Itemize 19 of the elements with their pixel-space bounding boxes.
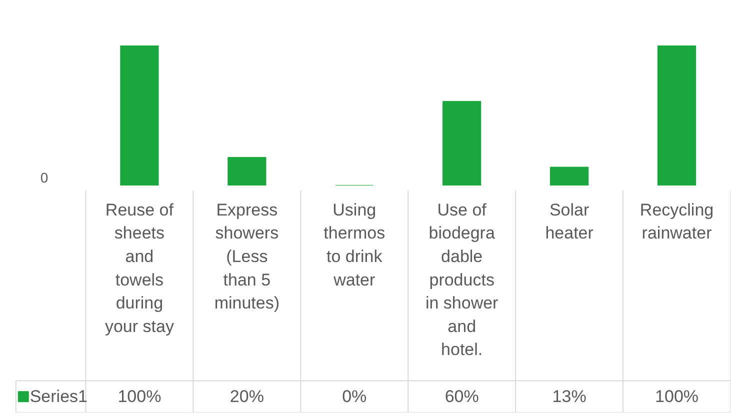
bar xyxy=(657,46,696,186)
bar xyxy=(550,166,589,186)
bar xyxy=(442,101,482,186)
data-label: 0% xyxy=(342,387,367,406)
data-label: 13% xyxy=(552,387,586,406)
bar xyxy=(228,157,266,186)
legend-label: Series1 xyxy=(30,387,88,406)
bar xyxy=(120,46,159,186)
data-label: 20% xyxy=(230,387,264,406)
text: 0 xyxy=(40,170,48,186)
data-label: 100% xyxy=(655,387,699,406)
x-tick-label: Solar heater xyxy=(545,200,594,243)
data-label: 60% xyxy=(444,387,479,406)
data-label: 100% xyxy=(118,387,162,406)
x-tick-label: Reuse of sheets and towels during your stay xyxy=(104,200,174,336)
x-tick-label: Using thermos to drink water xyxy=(324,200,386,290)
x-tick-label: Express showers (Less than 5 minutes) xyxy=(214,200,280,313)
x-tick-label: Recycling rainwater xyxy=(640,200,714,243)
x-tick-label: Use of biodegradable products in shower and hotel. xyxy=(425,200,499,360)
